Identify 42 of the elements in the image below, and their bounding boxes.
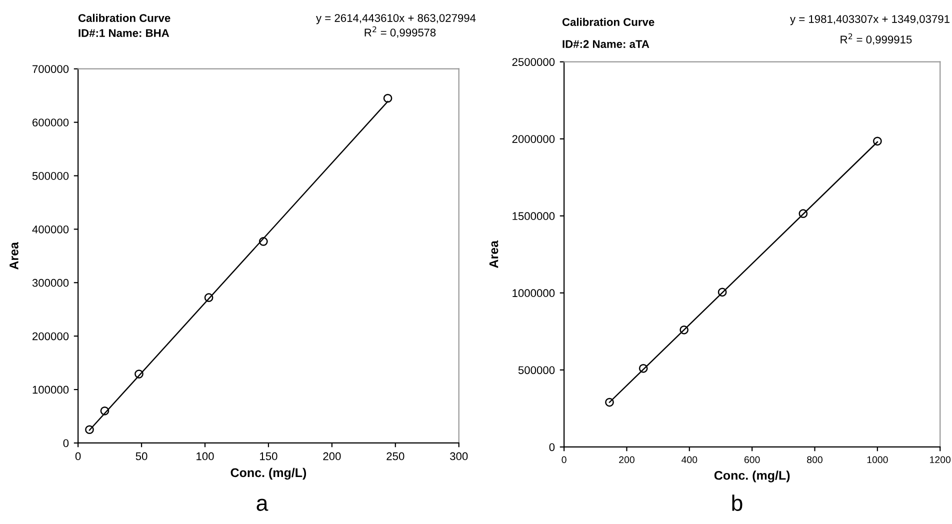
text: R$^{2}$ = 0,999578 — [364, 26, 436, 38]
x-tick-label: 150 — [260, 452, 278, 460]
x-tick-label: 50 — [136, 452, 148, 460]
x-tick-label: 800 — [807, 456, 822, 464]
y-tick-label: 400000 — [32, 225, 69, 234]
x-tick-label: 0 — [75, 452, 81, 460]
y-tick-label: 500000 — [518, 366, 555, 374]
text: R$^{2}$ = 0,999915 — [840, 33, 912, 45]
y-tick-label: 300000 — [32, 278, 69, 287]
x-tick-label: 400 — [682, 456, 698, 464]
y-tick-label: 1000000 — [512, 289, 555, 298]
x-tick-label: 1000 — [867, 456, 888, 464]
y-tick-label: 600000 — [32, 118, 69, 126]
chart-subtitle: ID#:2 Name: aTA — [562, 40, 650, 48]
chart-title: Calibration Curve — [562, 18, 654, 26]
text: y = 1981,403307x + 1349,03791 — [790, 15, 950, 26]
y-tick-label: 0 — [549, 443, 555, 452]
y-tick-label: 700000 — [32, 65, 69, 73]
x-tick-label: 1200 — [930, 456, 951, 464]
y-tick-label: 2000000 — [512, 135, 555, 143]
x-axis-title: Conc. (mg/L) — [714, 470, 790, 482]
x-tick-label: 200 — [619, 456, 634, 464]
y-tick-label: 100000 — [32, 386, 69, 394]
y-axis-title: Area — [489, 240, 498, 268]
text: y = 2614,443610x + 863,027994 — [316, 14, 476, 24]
text: b — [732, 494, 742, 511]
chart-title: Calibration Curve — [78, 14, 170, 22]
x-tick-label: 100 — [196, 452, 214, 460]
x-tick-label: 200 — [323, 452, 341, 460]
x-axis-title: Conc. (mg/L) — [230, 468, 306, 480]
y-axis-title: Area — [10, 242, 18, 270]
text: a — [256, 498, 268, 511]
x-tick-label: 250 — [386, 452, 404, 460]
y-tick-label: 0 — [63, 439, 69, 448]
y-tick-label: 2500000 — [512, 58, 555, 66]
y-tick-label: 1500000 — [512, 212, 555, 220]
chart-subtitle: ID#:1 Name: BHA — [78, 29, 170, 37]
x-tick-label: 300 — [450, 452, 468, 460]
y-tick-label: 200000 — [32, 332, 69, 340]
x-tick-label: 600 — [744, 456, 760, 464]
x-tick-label: 0 — [562, 456, 566, 464]
y-tick-label: 500000 — [32, 172, 69, 180]
